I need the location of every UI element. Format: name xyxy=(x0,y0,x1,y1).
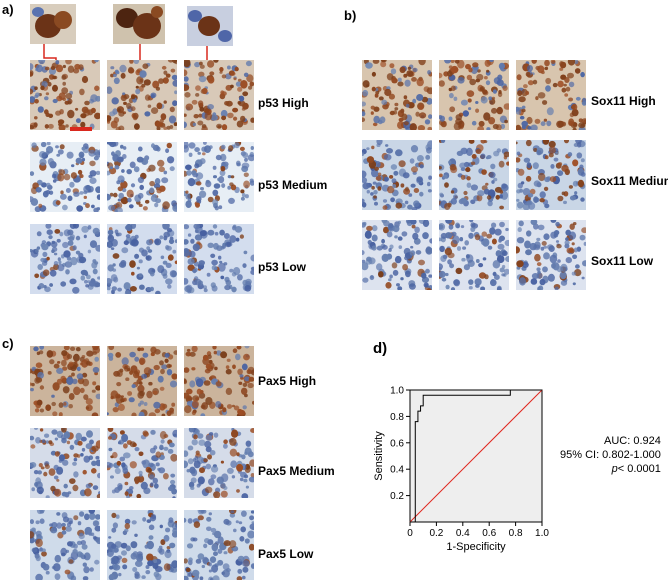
x-tick-label: 0.6 xyxy=(482,528,496,539)
p53-tile-r1-c2 xyxy=(107,60,177,130)
p53-tile-r3-c3 xyxy=(184,224,254,294)
x-tick-label: 1.0 xyxy=(535,528,549,539)
p53-tile-r1-c3 xyxy=(184,60,254,130)
inset-cell-1 xyxy=(30,4,76,44)
pax5-tile-r1-c2 xyxy=(107,346,177,416)
sox11-tile-r1-c1 xyxy=(362,60,432,130)
roc-curve xyxy=(410,389,542,523)
p-value: < 0.0001 xyxy=(617,463,661,475)
p53-tile-r2-c1 xyxy=(30,142,100,212)
pax5-tile-r3-c1 xyxy=(30,510,100,580)
x-tick-label: 0.8 xyxy=(509,528,523,539)
label-pax5-high: Pax5 High xyxy=(258,374,317,388)
inset-cell-3 xyxy=(187,6,233,46)
label-sox11-low: Sox11 Low xyxy=(591,254,654,268)
roc-chart: 0 0.2 0.4 0.6 0.8 1.0 0.2 0.4 0.6 0.8 1.0 Sensitiv… xyxy=(373,386,549,554)
label-p53-high: p53 High xyxy=(258,96,309,110)
sox11-tile-r1-c3 xyxy=(516,60,586,130)
y-tick-label: 1.0 xyxy=(390,386,404,397)
panel-c-letter: c) xyxy=(2,336,14,351)
reference-diagonal-line xyxy=(409,389,543,523)
roc-statistics: AUC: 0.924 95% CI: 0.802-1.000 p< 0.0001 xyxy=(560,434,661,476)
pax5-tile-r3-c3 xyxy=(184,510,254,580)
p53-tile-r3-c2 xyxy=(107,224,177,294)
label-sox11-medium: Sox11 Medium xyxy=(591,174,668,188)
sox11-tile-r3-c2 xyxy=(439,220,509,290)
label-p53-low: p53 Low xyxy=(258,260,307,274)
sox11-tile-r3-c1 xyxy=(362,220,432,290)
y-tick-label: 0.8 xyxy=(390,412,404,423)
p53-tile-r2-c2 xyxy=(107,142,177,212)
sox11-tile-r1-c2 xyxy=(439,60,509,130)
panel-a-letter: a) xyxy=(2,2,14,17)
label-pax5-medium: Pax5 Medium xyxy=(258,464,335,478)
y-tick-label: 0.2 xyxy=(390,491,404,502)
auc-text: AUC: 0.924 xyxy=(604,435,661,447)
p53-tile-r3-c1 xyxy=(30,224,100,294)
p-value-text: p< 0.0001 xyxy=(560,462,661,476)
pax5-tile-r3-c2 xyxy=(107,510,177,580)
scale-bar xyxy=(70,127,92,131)
p53-tile-r1-c1 xyxy=(30,60,100,130)
pax5-tile-r1-c3 xyxy=(184,346,254,416)
y-tick-label: 0.4 xyxy=(390,465,404,476)
y-tick-label: 0.6 xyxy=(390,438,404,449)
pax5-tile-r2-c3 xyxy=(184,428,254,498)
x-tick-label: 0 xyxy=(407,528,413,539)
sox11-tile-r2-c3 xyxy=(516,140,586,210)
panel-d-letter: d) xyxy=(373,340,388,357)
pax5-tile-r1-c1 xyxy=(30,346,100,416)
inset-cell-2 xyxy=(113,4,165,44)
sox11-tile-r2-c2 xyxy=(439,140,509,210)
x-tick-label: 0.2 xyxy=(429,528,443,539)
p53-tile-r2-c3 xyxy=(184,142,254,212)
label-p53-medium: p53 Medium xyxy=(258,178,328,192)
sox11-tile-r2-c1 xyxy=(362,140,432,210)
sox11-tile-r3-c3 xyxy=(516,220,586,290)
x-tick-label: 0.4 xyxy=(456,528,470,539)
pax5-tile-r2-c2 xyxy=(107,428,177,498)
panel-b-letter: b) xyxy=(344,8,357,23)
x-axis-label: 1-Specificity xyxy=(446,541,506,553)
pax5-tile-r2-c1 xyxy=(30,428,100,498)
p-symbol: p xyxy=(611,463,618,475)
label-sox11-high: Sox11 High xyxy=(591,94,656,108)
y-axis-label: Sensitivity xyxy=(373,431,385,481)
label-pax5-low: Pax5 Low xyxy=(258,547,314,561)
ci-text: 95% CI: 0.802-1.000 xyxy=(560,449,661,461)
